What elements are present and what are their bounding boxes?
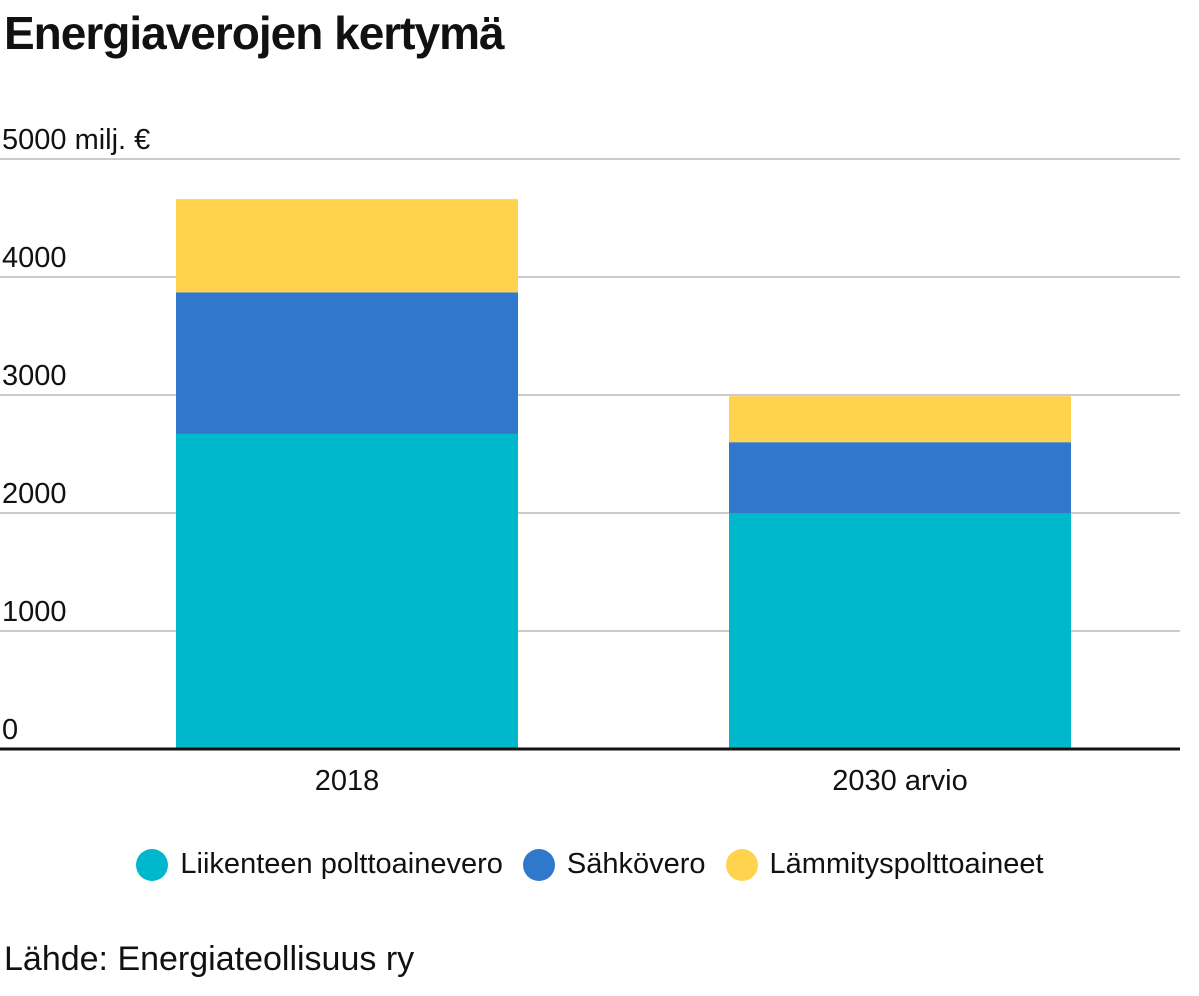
legend-label: Lämmityspolttoaineet — [769, 848, 1044, 880]
legend-swatch — [725, 848, 758, 881]
bar-segment — [176, 433, 518, 749]
x-tick-label: 2018 — [315, 765, 380, 797]
y-tick-label: 2000 — [2, 478, 67, 510]
y-tick-label: 4000 — [2, 242, 67, 274]
chart-legend: Liikenteen polttoainevero Sähkövero Lämmit… — [0, 848, 1180, 881]
legend-item: Sähkövero — [522, 848, 706, 881]
bar-segment — [729, 396, 1071, 443]
bar-segment — [176, 292, 518, 434]
bar-segment — [176, 199, 518, 293]
bar-segment — [729, 513, 1071, 749]
legend-swatch — [136, 848, 169, 881]
stacked-bar-chart: 0 1000 2000 3000 4000 5000 milj. € 2018 2030 ar… — [0, 124, 1180, 797]
y-tick-label: 3000 — [2, 360, 67, 392]
bar-segment — [729, 442, 1071, 513]
source-note: Lähde: Energiateollisuus ry — [4, 940, 415, 978]
legend-swatch — [522, 848, 555, 881]
legend-label: Sähkövero — [566, 848, 706, 880]
y-tick-label: 1000 — [2, 596, 67, 628]
legend-item: Lämmityspolttoaineet — [725, 848, 1044, 881]
legend-item: Liikenteen polttoainevero — [136, 848, 503, 881]
chart-title: Energiaverojen kertymä — [4, 7, 505, 59]
legend-label: Liikenteen polttoainevero — [180, 848, 503, 880]
x-tick-label: 2030 arvio — [832, 765, 967, 797]
y-tick-label: 0 — [2, 714, 18, 746]
y-tick-label: 5000 milj. € — [2, 124, 150, 156]
